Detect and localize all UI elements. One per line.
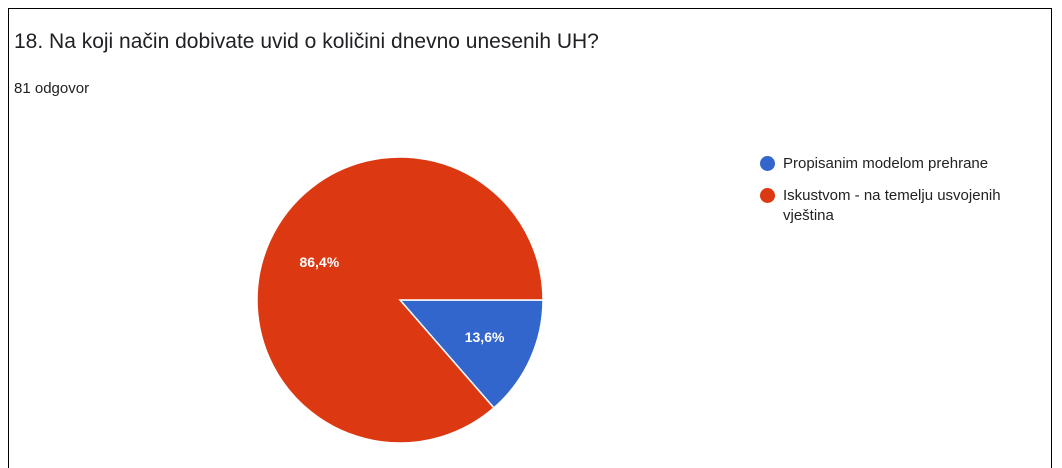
legend-swatch <box>760 188 775 203</box>
pie-slice <box>256 156 544 444</box>
card <box>8 8 1052 468</box>
legend-item: Propisanim modelom prehrane <box>760 154 1050 174</box>
legend-swatch <box>760 156 775 171</box>
chart-title: 18. Na koji način dobivate uvid o količi… <box>14 30 599 53</box>
chart-subtitle: 81 odgovor <box>14 80 90 97</box>
data-label: 86,4% <box>299 254 339 270</box>
data-label: 13,6% <box>465 329 505 345</box>
legend: Propisanim modelom prehrane Iskustvom - n… <box>760 154 1050 238</box>
legend-label: Iskustvom - na temelju usvojenih vještin… <box>783 187 1001 224</box>
legend-label: Propisanim modelom prehrane <box>783 155 989 172</box>
pie-slice <box>398 299 544 409</box>
legend-item: Iskustvom - na temelju usvojenih vještin… <box>760 186 1050 226</box>
